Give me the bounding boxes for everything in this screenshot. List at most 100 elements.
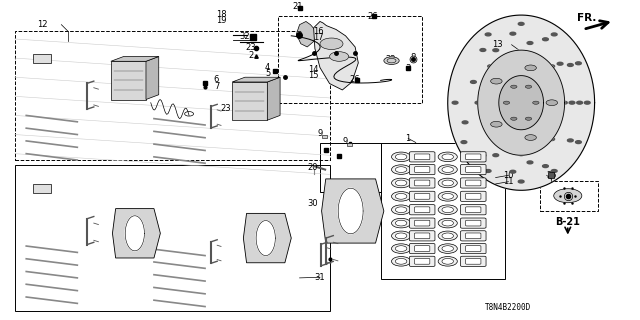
FancyBboxPatch shape <box>415 246 430 252</box>
Text: 18: 18 <box>216 10 227 19</box>
Circle shape <box>442 233 454 239</box>
Circle shape <box>330 52 349 61</box>
Circle shape <box>536 65 542 68</box>
Bar <box>278 16 422 103</box>
Circle shape <box>490 101 496 104</box>
Polygon shape <box>268 77 280 120</box>
Circle shape <box>510 32 516 35</box>
Circle shape <box>480 154 486 157</box>
Text: 13: 13 <box>492 40 503 49</box>
Circle shape <box>525 65 536 71</box>
Polygon shape <box>111 57 159 61</box>
FancyBboxPatch shape <box>466 246 481 252</box>
Circle shape <box>546 101 552 104</box>
Bar <box>381 142 505 279</box>
Text: B-21: B-21 <box>556 217 580 227</box>
Text: 23: 23 <box>220 104 231 113</box>
Circle shape <box>396 154 407 160</box>
Circle shape <box>320 38 343 50</box>
Circle shape <box>549 138 555 140</box>
FancyBboxPatch shape <box>466 207 481 212</box>
Text: 26: 26 <box>367 12 378 20</box>
Circle shape <box>475 101 481 104</box>
FancyBboxPatch shape <box>415 154 430 160</box>
Text: 10: 10 <box>503 171 514 180</box>
Polygon shape <box>448 15 595 190</box>
FancyBboxPatch shape <box>415 194 430 199</box>
Circle shape <box>438 152 458 162</box>
Circle shape <box>518 180 524 183</box>
Text: 12: 12 <box>37 20 47 29</box>
Circle shape <box>518 22 524 25</box>
Bar <box>33 54 51 62</box>
Bar <box>320 142 381 192</box>
Circle shape <box>392 205 411 214</box>
Text: 15: 15 <box>308 71 319 80</box>
Circle shape <box>396 246 407 252</box>
FancyBboxPatch shape <box>461 244 486 254</box>
Text: 6: 6 <box>214 75 220 84</box>
FancyBboxPatch shape <box>410 231 435 241</box>
Circle shape <box>396 180 407 186</box>
Circle shape <box>396 233 407 239</box>
Circle shape <box>438 244 458 253</box>
Circle shape <box>549 65 555 68</box>
Polygon shape <box>499 76 543 130</box>
Circle shape <box>551 33 557 36</box>
Polygon shape <box>314 21 358 90</box>
Circle shape <box>392 165 411 174</box>
Text: 19: 19 <box>216 16 227 25</box>
Circle shape <box>575 62 581 65</box>
Circle shape <box>554 101 559 104</box>
Circle shape <box>438 218 458 228</box>
Circle shape <box>500 65 506 68</box>
FancyBboxPatch shape <box>415 259 430 264</box>
Circle shape <box>557 62 563 65</box>
Circle shape <box>568 64 573 67</box>
Circle shape <box>452 101 458 104</box>
Text: 21: 21 <box>292 2 303 11</box>
Text: 4: 4 <box>265 63 270 72</box>
Polygon shape <box>338 188 363 234</box>
Polygon shape <box>232 77 280 82</box>
Text: 9: 9 <box>317 129 323 139</box>
Circle shape <box>442 220 454 226</box>
FancyBboxPatch shape <box>461 191 486 202</box>
Polygon shape <box>321 179 384 243</box>
Circle shape <box>532 72 538 75</box>
Circle shape <box>438 178 458 188</box>
Text: 3: 3 <box>406 64 411 73</box>
Circle shape <box>461 141 467 144</box>
Circle shape <box>442 259 454 264</box>
Text: 32: 32 <box>239 32 250 41</box>
Text: 7: 7 <box>214 82 220 91</box>
Circle shape <box>442 180 454 186</box>
Circle shape <box>491 78 502 84</box>
Circle shape <box>575 141 581 144</box>
Circle shape <box>543 165 548 168</box>
Circle shape <box>392 218 411 228</box>
Circle shape <box>470 81 476 84</box>
Circle shape <box>396 259 407 264</box>
Circle shape <box>532 130 538 133</box>
Circle shape <box>511 117 517 120</box>
Polygon shape <box>232 82 268 120</box>
Circle shape <box>392 192 411 201</box>
Polygon shape <box>477 50 564 155</box>
Circle shape <box>485 170 491 172</box>
FancyBboxPatch shape <box>415 220 430 226</box>
FancyBboxPatch shape <box>410 218 435 228</box>
FancyBboxPatch shape <box>466 167 481 172</box>
Text: 30: 30 <box>307 198 317 208</box>
Circle shape <box>438 165 458 174</box>
Polygon shape <box>256 220 275 256</box>
Circle shape <box>442 167 454 172</box>
Circle shape <box>442 207 454 212</box>
Text: 9: 9 <box>343 137 348 146</box>
FancyBboxPatch shape <box>461 256 486 267</box>
FancyBboxPatch shape <box>461 204 486 215</box>
FancyBboxPatch shape <box>466 233 481 239</box>
FancyBboxPatch shape <box>410 178 435 188</box>
FancyBboxPatch shape <box>461 152 486 162</box>
Circle shape <box>462 121 468 124</box>
